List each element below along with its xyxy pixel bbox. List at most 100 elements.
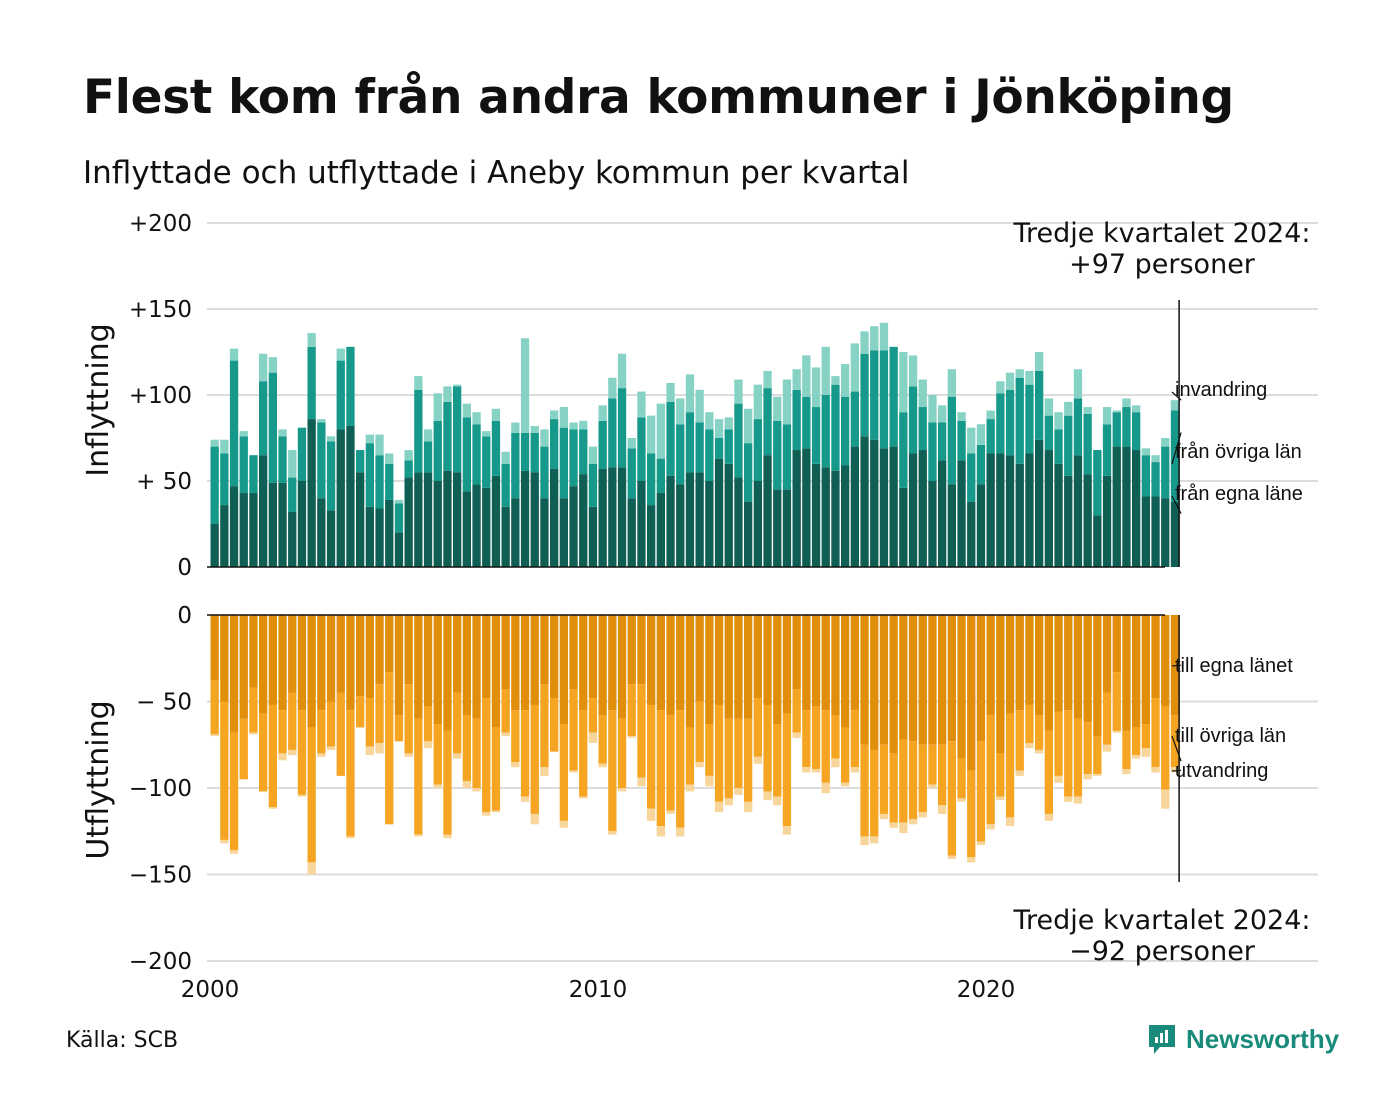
bar-in-2 xyxy=(317,419,326,423)
bar-in-1 xyxy=(278,436,287,483)
bar-in-0 xyxy=(714,458,724,567)
bar-in-0 xyxy=(1015,463,1024,567)
bar-ut-2 xyxy=(326,746,336,750)
bar-in-2 xyxy=(821,346,830,395)
bar-in-1 xyxy=(860,353,869,437)
bar-ut-2 xyxy=(1054,775,1063,783)
bar-ut-2 xyxy=(1170,767,1180,773)
bar-ut-1 xyxy=(753,698,762,757)
bar-ut-2 xyxy=(792,732,801,738)
bar-in-0 xyxy=(1035,439,1044,567)
bar-in-2 xyxy=(365,434,374,444)
bar-in-0 xyxy=(811,463,821,567)
bar-ut-1 xyxy=(511,710,520,763)
bar-ut-1 xyxy=(297,710,307,795)
bar-in-0 xyxy=(1044,450,1053,567)
bar-ut-2 xyxy=(443,834,452,839)
bar-ut-0 xyxy=(346,615,355,711)
bar-ut-1 xyxy=(520,710,530,797)
gridlines xyxy=(207,222,1318,962)
bar-in-1 xyxy=(1015,377,1024,464)
bar-in-1 xyxy=(1112,412,1121,447)
bar-in-0 xyxy=(443,470,452,567)
bar-ut-2 xyxy=(288,749,297,756)
bar-in-1 xyxy=(569,429,578,487)
y-tick-ut: −100 xyxy=(129,776,192,802)
bar-in-0 xyxy=(1141,496,1150,567)
bar-in-1 xyxy=(404,460,413,478)
bar-in-1 xyxy=(317,422,326,499)
label-invandring: invandring xyxy=(1175,379,1267,401)
bar-in-1 xyxy=(753,419,762,481)
bar-ut-0 xyxy=(297,615,307,711)
bar-in-1 xyxy=(850,391,859,447)
bar-ut-2 xyxy=(996,796,1005,801)
bar-ut-1 xyxy=(404,684,413,754)
bar-ut-1 xyxy=(1054,711,1063,776)
bar-ut-1 xyxy=(608,710,617,832)
bar-ut-0 xyxy=(996,615,1005,754)
bar-ut-1 xyxy=(1015,710,1024,771)
bar-in-0 xyxy=(821,467,830,567)
bar-in-2 xyxy=(1083,407,1092,414)
bar-in-0 xyxy=(453,472,462,567)
bar-ut-0 xyxy=(705,615,714,724)
bar-ut-1 xyxy=(1035,715,1044,750)
bar-ut-0 xyxy=(1064,615,1073,711)
bar-in-1 xyxy=(841,396,850,466)
bar-in-0 xyxy=(1161,498,1170,567)
bar-ut-0 xyxy=(647,615,656,705)
bar-ut-1 xyxy=(414,718,423,835)
bar-in-1 xyxy=(268,372,277,483)
bar-in-1 xyxy=(996,393,1005,454)
bar-ut-1 xyxy=(928,744,937,785)
bar-ut-0 xyxy=(394,615,404,716)
bar-in-2 xyxy=(385,453,394,464)
bar-ut-0 xyxy=(472,615,481,719)
bar-in-2 xyxy=(268,357,277,373)
bar-ut-1 xyxy=(792,689,801,733)
bar-ut-0 xyxy=(259,615,268,714)
bar-ut-2 xyxy=(404,753,413,757)
x-tick: 2020 xyxy=(957,977,1016,1003)
bar-in-2 xyxy=(1015,369,1024,378)
bar-in-0 xyxy=(588,506,598,567)
bar-in-2 xyxy=(811,367,821,408)
bar-ut-1 xyxy=(782,713,792,827)
bar-in-1 xyxy=(453,386,462,473)
bar-ut-2 xyxy=(1025,743,1034,749)
bar-in-0 xyxy=(724,463,733,567)
bar-ut-2 xyxy=(666,810,675,814)
bar-ut-1 xyxy=(307,727,316,863)
bar-in-0 xyxy=(908,453,918,567)
bar-ut-1 xyxy=(938,744,947,806)
bar-in-0 xyxy=(773,489,782,567)
newsworthy-logo-icon xyxy=(1149,1025,1175,1054)
bar-in-0 xyxy=(637,481,646,567)
bar-in-0 xyxy=(1122,446,1131,567)
bar-in-0 xyxy=(1132,450,1141,567)
bar-ut-2 xyxy=(724,798,733,806)
bar-in-0 xyxy=(647,505,656,567)
bar-in-0 xyxy=(268,482,277,567)
bar-in-2 xyxy=(627,438,636,449)
bar-ut-2 xyxy=(472,788,481,792)
bar-in-0 xyxy=(1064,475,1073,567)
bar-ut-0 xyxy=(763,615,772,705)
bar-in-1 xyxy=(918,407,927,451)
bar-in-0 xyxy=(617,467,627,567)
bar-ut-1 xyxy=(656,710,665,827)
bar-in-2 xyxy=(918,379,927,408)
bar-in-2 xyxy=(1161,438,1170,447)
bar-ut-1 xyxy=(773,723,782,797)
inflyttning-bars xyxy=(210,322,1180,567)
bar-in-1 xyxy=(598,420,607,469)
bar-in-0 xyxy=(763,455,772,567)
bar-ut-0 xyxy=(540,615,549,685)
bar-in-1 xyxy=(986,419,995,454)
bar-in-1 xyxy=(976,444,986,485)
bar-in-1 xyxy=(520,432,530,471)
bar-in-0 xyxy=(1093,515,1102,567)
bar-ut-2 xyxy=(782,826,792,835)
bar-ut-1 xyxy=(1170,715,1180,768)
